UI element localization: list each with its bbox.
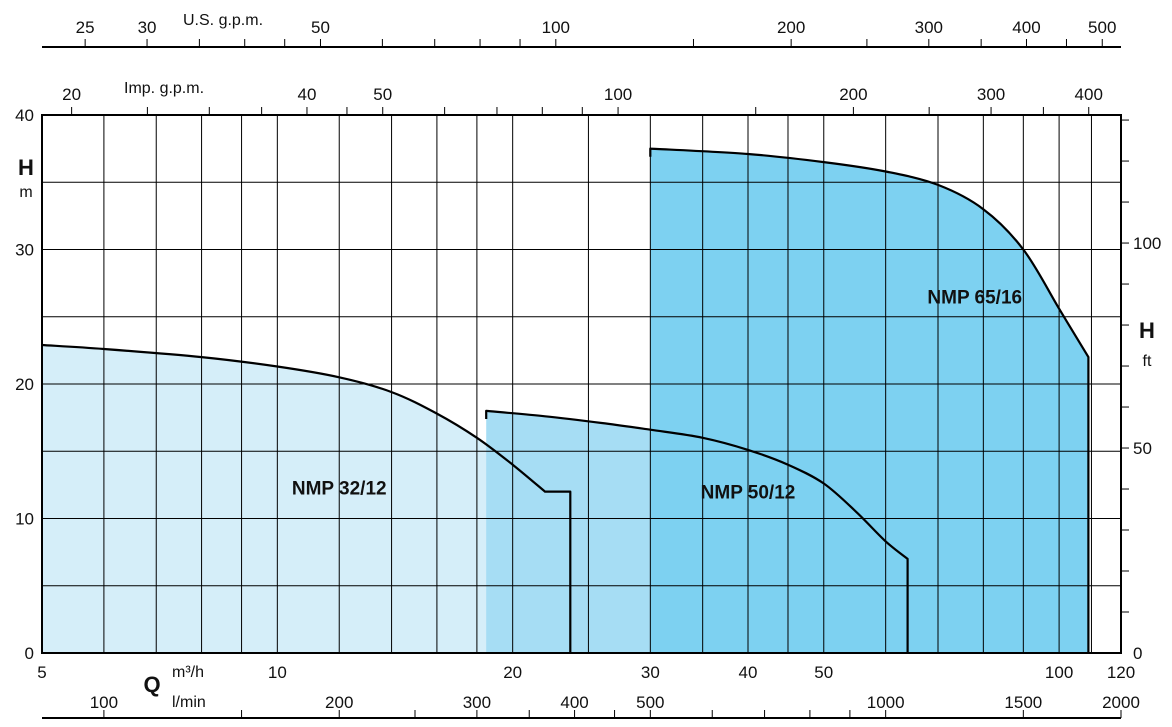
x-axis-symbol: Q xyxy=(143,672,160,697)
curve-nmp-32-12 xyxy=(41,343,572,653)
curve-nmp-65-16 xyxy=(649,147,1090,653)
x-axis-unit-m3h: m³/h xyxy=(172,664,204,681)
y-axis-symbol-left: H xyxy=(18,155,34,180)
grid-lines xyxy=(42,115,1121,653)
x-tick-label: 120 xyxy=(1107,663,1135,682)
area-nmp-65-16 xyxy=(650,148,1089,653)
us-gpm-tick-label: 200 xyxy=(777,18,805,37)
imp-gpm-tick-label: 400 xyxy=(1075,85,1103,104)
y-tick-label-ft: 100 xyxy=(1133,234,1161,253)
lmin-tick-label: 1000 xyxy=(867,693,905,712)
x-tick-label: 30 xyxy=(641,663,660,682)
imp-gpm-tick-label: 50 xyxy=(373,85,392,104)
series-label-nmp-50-12: NMP 50/12 xyxy=(701,482,796,503)
us-gpm-tick-label: 100 xyxy=(542,18,570,37)
series-label-nmp-65-16: NMP 65/16 xyxy=(927,287,1022,308)
lmin-tick-label: 500 xyxy=(636,693,664,712)
x-tick-label: 5 xyxy=(37,663,46,682)
plot-frame xyxy=(41,114,1122,654)
y-tick-label-m: 30 xyxy=(15,241,34,260)
us-gpm-tick-label: 25 xyxy=(76,18,95,37)
y-tick-label-m: 0 xyxy=(25,644,34,663)
lmin-tick-label: 1500 xyxy=(1004,693,1042,712)
us-gpm-tick-label: 30 xyxy=(138,18,157,37)
us-gpm-tick-label: 300 xyxy=(915,18,943,37)
x-tick-label: 20 xyxy=(503,663,522,682)
series-label-nmp-32-12: NMP 32/12 xyxy=(292,478,387,499)
y-tick-label-m: 10 xyxy=(15,510,34,529)
curve-nmp-50-12 xyxy=(485,409,909,653)
x-axis-unit-lmin: l/min xyxy=(172,694,206,711)
series-labels: NMP 32/12 NMP 50/12 NMP 65/16 xyxy=(292,287,1022,503)
us-gpm-tick-label: 500 xyxy=(1088,18,1116,37)
top-axis-us-gpm-label: U.S. g.p.m. xyxy=(183,12,263,29)
lmin-tick-label: 2000 xyxy=(1102,693,1140,712)
axes xyxy=(41,39,1129,719)
series-areas xyxy=(42,148,1089,653)
y-axis-symbol-right: H xyxy=(1139,318,1155,343)
x-tick-label: 40 xyxy=(739,663,758,682)
y-axis-unit-right: ft xyxy=(1143,353,1152,370)
imp-gpm-tick-label: 200 xyxy=(839,85,867,104)
y-tick-label-m: 40 xyxy=(15,106,34,125)
lmin-tick-label: 400 xyxy=(560,693,588,712)
lmin-tick-label: 200 xyxy=(325,693,353,712)
us-gpm-tick-label: 400 xyxy=(1012,18,1040,37)
y-axis-unit-left: m xyxy=(19,184,32,201)
area-nmp-32-12 xyxy=(42,345,571,653)
lmin-tick-label: 300 xyxy=(463,693,491,712)
imp-gpm-tick-label: 300 xyxy=(977,85,1005,104)
imp-gpm-tick-label: 100 xyxy=(604,85,632,104)
imp-gpm-tick-label: 40 xyxy=(298,85,317,104)
y-tick-label-ft: 50 xyxy=(1133,439,1152,458)
x-tick-label: 100 xyxy=(1045,663,1073,682)
lmin-tick-label: 100 xyxy=(90,693,118,712)
series-curves xyxy=(41,147,1090,653)
imp-gpm-tick-label: 20 xyxy=(62,85,81,104)
x-tick-label: 50 xyxy=(814,663,833,682)
y-tick-label-m: 20 xyxy=(15,375,34,394)
x-tick-label: 10 xyxy=(268,663,287,682)
us-gpm-tick-label: 50 xyxy=(311,18,330,37)
y-tick-label-ft: 0 xyxy=(1133,644,1142,663)
top-axis-imp-gpm-label: Imp. g.p.m. xyxy=(124,80,204,97)
